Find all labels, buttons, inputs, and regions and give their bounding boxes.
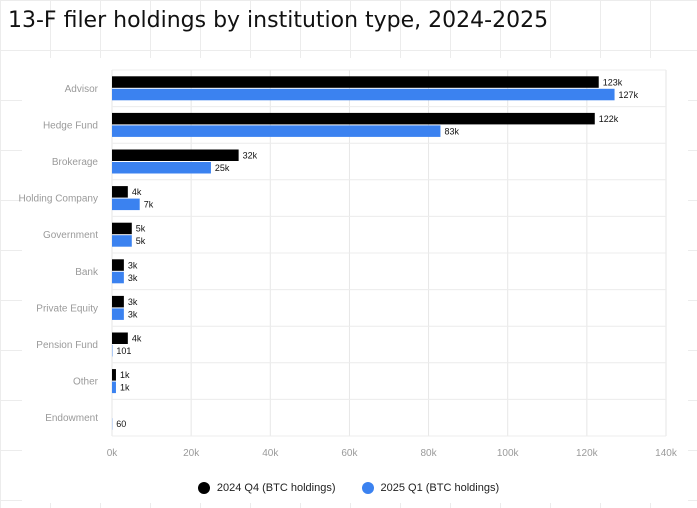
bar-value-label: 5k [136,236,146,246]
bar-value-label: 7k [144,200,154,210]
bar [112,259,124,271]
chart-title: 13-F filer holdings by institution type,… [8,8,549,33]
bar [112,198,140,211]
bar-value-label: 60 [116,419,126,429]
bar [112,271,124,284]
bar-value-label: 3k [128,273,138,283]
legend-swatch-2024-q4 [197,482,210,494]
category-label: Brokerage [52,157,99,168]
x-tick-label: 20k [183,448,200,459]
bar-value-label: 25k [215,163,230,173]
category-label: Endowment [45,413,98,424]
x-tick-label: 100k [497,448,520,459]
category-label: Holding Company [19,194,99,205]
x-tick-label: 60k [341,448,358,459]
category-label: Advisor [65,84,99,95]
bar-value-label: 83k [444,126,459,136]
bar-value-label: 122k [599,114,619,124]
x-tick-label: 120k [576,448,599,459]
bar [112,149,239,161]
bar [112,125,441,137]
bar-value-label: 5k [136,224,146,234]
legend-label-2025-q1: 2025 Q1 (BTC holdings) [380,482,500,494]
bar [112,112,595,125]
x-tick-label: 140k [655,448,678,459]
bar-value-label: 123k [603,77,623,87]
bar [112,162,211,174]
bar [112,308,124,320]
bar [112,76,599,88]
bar [112,332,128,344]
category-label: Hedge Fund [43,120,98,131]
bar-value-label: 1k [120,370,130,380]
bar-value-label: 4k [132,334,142,344]
bar [112,381,116,394]
bar [112,186,128,198]
bar-chart: 0k 20k 40k 60k 80k 100k 120k 140k Advisor 123k 127… [19,69,678,459]
category-label: Bank [75,267,99,278]
category-label: Private Equity [36,303,98,314]
bar [112,222,132,235]
bar-value-label: 127k [619,90,639,100]
legend-swatch-2025-q1 [361,482,374,494]
bar [112,235,132,247]
legend-label-2024-q4: 2024 Q4 (BTC holdings) [216,482,336,494]
bar-value-label: 3k [128,260,138,270]
legend-item-2025-q1: 2025 Q1 (BTC holdings) [361,482,500,494]
x-tick-label: 0k [107,448,119,459]
bar-value-label: 3k [128,309,138,319]
bar [112,369,116,381]
x-tick-label: 80k [421,448,438,459]
chart-legend: 2024 Q4 (BTC holdings) 2025 Q1 (BTC hold… [0,482,697,494]
bar-value-label: 4k [132,187,142,197]
bar-value-label: 3k [128,297,138,307]
category-label: Government [43,230,98,241]
legend-item-2024-q4: 2024 Q4 (BTC holdings) [197,482,336,494]
bar [112,88,615,101]
bar-value-label: 32k [243,151,258,161]
x-tick-label: 40k [262,448,279,459]
bar-value-label: 101 [116,346,131,356]
bar [112,295,124,308]
bar-value-label: 1k [120,383,130,393]
category-label: Pension Fund [36,340,98,351]
category-label: Other [73,377,99,388]
